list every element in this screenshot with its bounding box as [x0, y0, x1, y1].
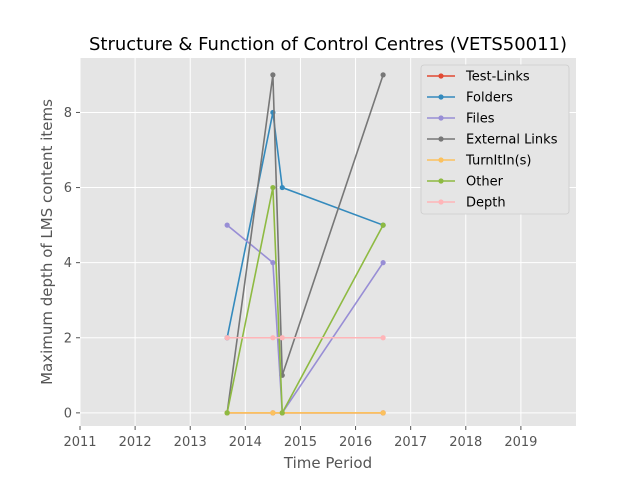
data-point — [224, 410, 230, 416]
y-tick-label: 4 — [64, 256, 72, 271]
legend-marker — [438, 136, 444, 142]
legend-marker — [438, 157, 444, 163]
x-tick-label: 2018 — [449, 435, 482, 450]
data-point — [380, 222, 386, 228]
x-tick-label: 2011 — [63, 435, 96, 450]
legend-marker — [438, 115, 444, 121]
legend-marker — [438, 199, 444, 205]
series-line — [226, 187, 384, 416]
data-point — [380, 260, 386, 266]
x-axis-label: Time Period — [283, 454, 372, 472]
y-tick-label: 8 — [64, 106, 72, 121]
legend-label: External Links — [466, 133, 558, 148]
legend-item: Depth — [427, 196, 506, 211]
chart-title: Structure & Function of Control Centres … — [89, 34, 567, 55]
legend-item: Folders — [427, 91, 513, 106]
x-tick-label: 2019 — [504, 435, 537, 450]
legend-marker — [438, 94, 444, 100]
data-point — [270, 72, 276, 78]
y-tick-label: 6 — [64, 181, 72, 196]
y-tick-label: 0 — [64, 406, 72, 421]
legend-item: Other — [427, 175, 504, 190]
series-5 — [224, 184, 386, 416]
legend-item: Test-Links — [427, 70, 530, 85]
x-tick-label: 2017 — [394, 435, 427, 450]
x-tick-label: 2013 — [174, 435, 207, 450]
legend-item: External Links — [427, 133, 558, 148]
x-tick-label: 2014 — [229, 435, 262, 450]
y-tick-label: 2 — [64, 331, 72, 346]
data-point — [270, 184, 276, 191]
series-layer — [224, 72, 386, 416]
legend-label: Other — [466, 175, 504, 190]
data-point — [270, 410, 276, 416]
x-tick-label: 2012 — [119, 435, 152, 450]
y-axis-ticks: 0 2 4 6 8 — [64, 106, 80, 421]
data-point — [380, 72, 386, 78]
data-point — [380, 410, 386, 416]
legend-label: Depth — [466, 196, 506, 211]
legend-item: TurnItIn(s) — [427, 154, 531, 169]
data-point — [279, 410, 285, 416]
data-point — [279, 184, 285, 191]
legend-marker — [438, 73, 444, 79]
x-tick-label: 2016 — [339, 435, 372, 450]
legend-label: Folders — [466, 91, 513, 106]
legend-box — [420, 64, 570, 215]
data-point — [270, 260, 276, 266]
legend-marker — [438, 178, 444, 184]
data-point — [270, 335, 276, 341]
y-axis-label: Maximum depth of LMS content items — [38, 99, 56, 385]
legend-item: Files — [427, 112, 495, 127]
data-point — [380, 335, 386, 341]
legend-label: Test-Links — [465, 70, 530, 85]
series-line — [226, 112, 384, 338]
legend-label: Files — [466, 112, 495, 127]
series-line — [226, 74, 384, 413]
data-point — [224, 222, 230, 228]
data-point — [224, 335, 230, 341]
legend-label: TurnItIn(s) — [465, 154, 531, 169]
series-6 — [224, 335, 386, 341]
legend: Test-Links Folders Files External Links Turn… — [420, 64, 570, 215]
x-axis-ticks: 2011 2012 2013 2014 2015 2016 2017 2018 2019 — [63, 426, 537, 450]
data-point — [279, 335, 285, 341]
x-tick-label: 2015 — [284, 435, 317, 450]
